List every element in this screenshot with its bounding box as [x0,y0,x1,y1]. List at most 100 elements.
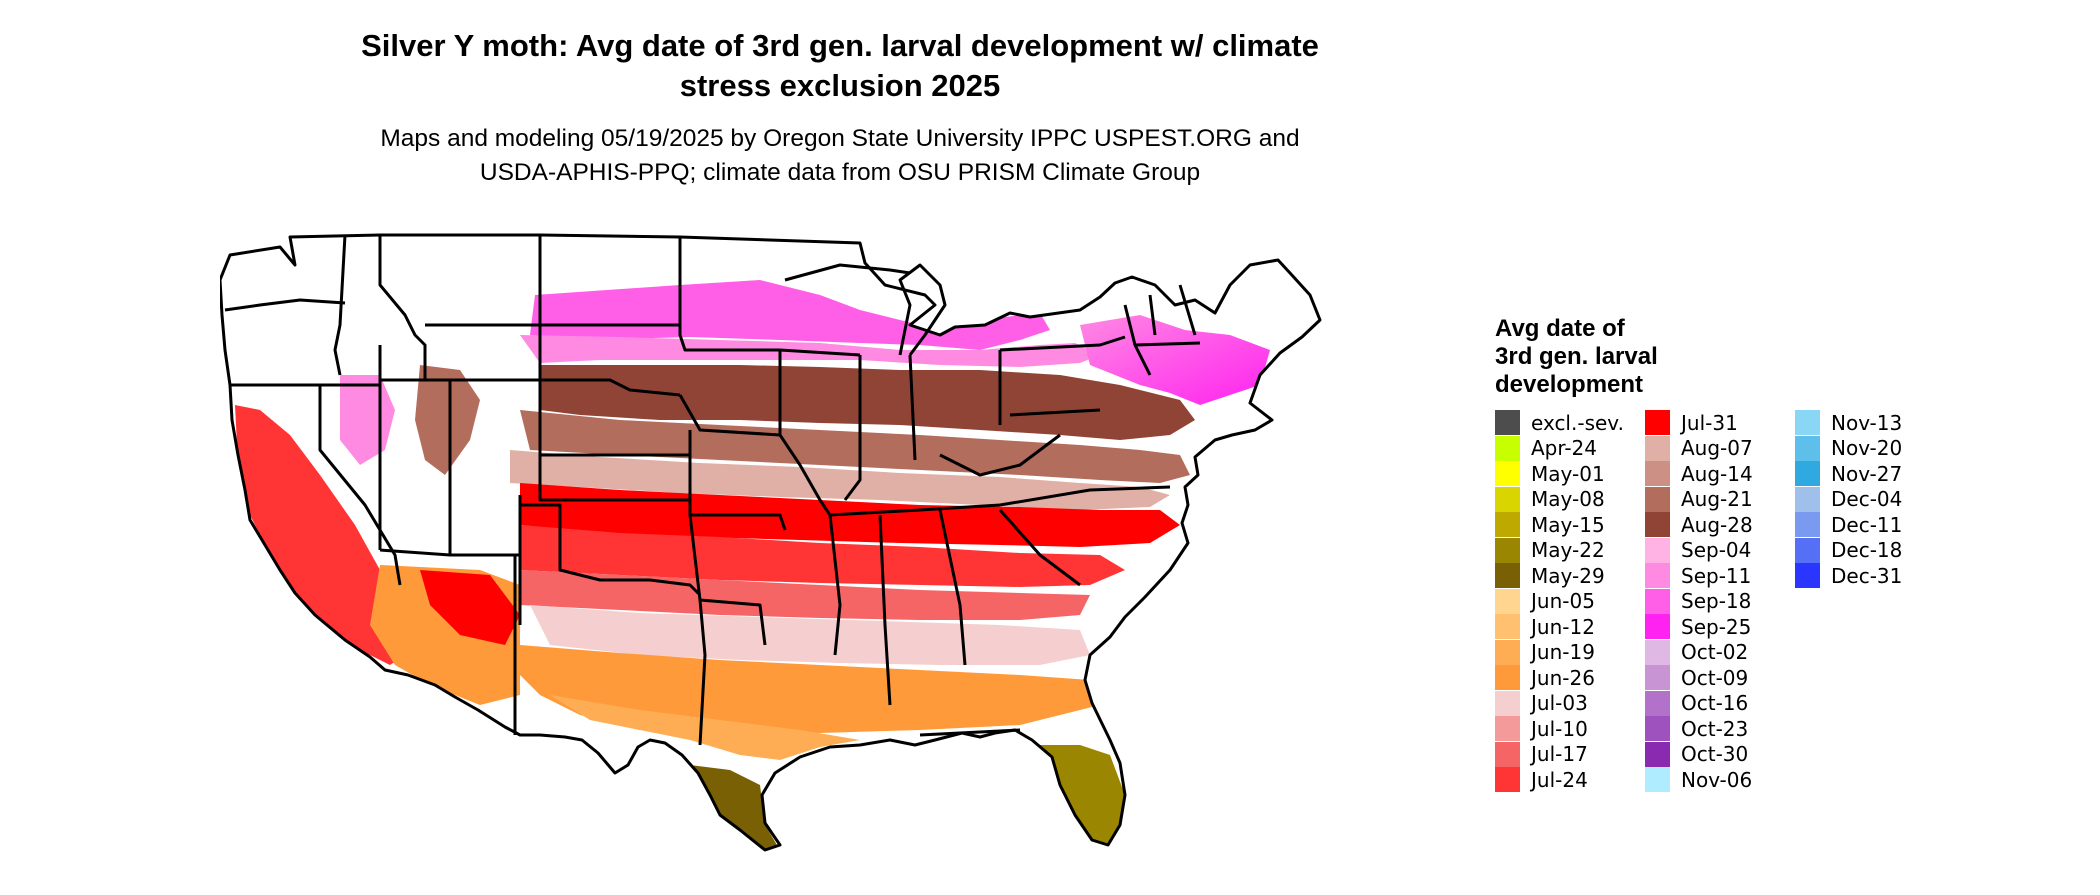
legend-label: Jul-31 [1681,410,1738,435]
legend-label: Sep-25 [1681,614,1752,639]
legend-label: Aug-14 [1681,461,1753,486]
legend-label: Sep-04 [1681,538,1752,563]
legend-label: Jun-19 [1531,640,1595,665]
legend-swatch [1645,435,1670,461]
legend-label: Jun-12 [1531,614,1595,639]
legend-swatch [1645,563,1670,589]
border-ma-ct [1134,341,1201,347]
border-in-oh [908,354,917,461]
border-wi-il [779,348,861,357]
legend-item: May-01 [1495,461,1605,487]
legend-swatch [1495,486,1520,512]
border-va-wv-ky [939,433,1061,477]
legend-item: Dec-18 [1795,537,1903,564]
border-md-pa [1009,408,1101,417]
legend-label: May-08 [1531,487,1605,512]
legend-label: May-01 [1531,461,1605,486]
border-co-nm [379,548,451,557]
legend-swatch [1645,741,1670,767]
legend-swatch [1495,563,1520,589]
zone-jul-24 [520,525,1125,587]
legend-label: Nov-20 [1831,436,1903,461]
legend-swatch [1795,461,1820,487]
legend-title: Avg date of 3rd gen. larval development [1495,315,1735,399]
legend-swatch [1495,588,1520,614]
legend-item: May-15 [1495,512,1605,538]
border-tn-ms-al [828,514,842,656]
legend-label: Aug-21 [1681,487,1753,512]
legend-item: Jul-10 [1495,716,1588,742]
zone-arizona-red [420,570,520,645]
legend-swatch [1645,716,1670,742]
map-subtitle-line-2: USDA-APHIS-PPQ; climate data from OSU PR… [479,159,1201,186]
legend-label: Oct-23 [1681,716,1749,741]
legend-label: Jul-17 [1531,742,1588,767]
legend-label: Aug-07 [1681,436,1753,461]
legend-item: Dec-11 [1795,512,1902,538]
border-ga-sc [998,509,1081,587]
legend-swatch [1495,614,1520,640]
legend-item: Nov-20 [1795,435,1903,462]
zone-jun-19 [550,695,860,760]
legend-swatch [1495,665,1520,691]
legend-item: Oct-02 [1645,639,1748,666]
legend-swatch [1795,410,1820,436]
legend-item: Oct-23 [1645,716,1748,742]
map-subtitle: Maps and modeling 05/19/2025 by Oregon S… [300,122,1380,190]
legend-item: Jun-26 [1495,665,1595,691]
border-il-in [843,355,862,501]
border-nh-me [1178,284,1197,336]
legend-item: Jul-31 [1645,410,1738,436]
legend-item: Nov-13 [1795,410,1902,436]
legend-swatch [1645,537,1670,563]
legend-swatch [1645,767,1670,793]
legend-swatch [1645,512,1670,538]
legend-swatch [1495,461,1520,487]
border-mo-ar [690,513,787,531]
legend-swatch [1495,690,1520,716]
legend-swatch [1645,614,1670,640]
legend-item: Jul-24 [1495,767,1588,793]
legend-label: Aug-28 [1681,512,1753,537]
legend-swatch [1495,767,1520,793]
legend-label: Nov-13 [1831,410,1903,435]
legend-title-line-3: development [1495,371,1644,398]
legend-swatch [1645,410,1670,436]
legend-swatch [1645,461,1670,487]
border-mi-lp [898,263,947,356]
border-ms-al [878,514,892,706]
legend-label: excl.-sev. [1531,410,1624,435]
legend-swatch [1645,639,1670,665]
legend-item: Aug-07 [1645,435,1753,462]
legend-label: Jul-24 [1531,767,1588,792]
legend-label: Jul-10 [1531,716,1588,741]
map-title-line-1: Silver Y moth: Avg date of 3rd gen. larv… [361,28,1319,63]
zone-aug-early [510,450,1170,510]
legend-swatch [1795,486,1820,512]
legend-swatch [1495,537,1520,563]
border-ia-mo [678,394,781,437]
legend-item: Apr-24 [1495,435,1597,462]
legend-swatch [1795,512,1820,538]
legend-label: May-29 [1531,563,1605,588]
legend-item: Jul-03 [1495,690,1588,717]
legend-item: Jun-05 [1495,588,1595,615]
legend-label: Oct-09 [1681,665,1749,690]
legend-label: Oct-16 [1681,691,1749,716]
legend-label: May-15 [1531,512,1605,537]
border-mn-ia [678,237,780,352]
legend-item: Aug-21 [1645,486,1753,513]
border-vt-nh [1148,294,1157,336]
legend-item: Aug-28 [1645,512,1753,538]
legend-label: Dec-31 [1831,563,1903,588]
legend-label: Jun-26 [1531,665,1595,690]
legend-item: May-22 [1495,537,1605,564]
border-sd-ne [538,325,681,397]
border-ky-tn [829,503,1001,517]
zone-aug-late [540,365,1195,440]
legend-label: Oct-30 [1681,742,1749,767]
zone-northeast [1080,315,1270,405]
legend-label: Dec-18 [1831,538,1903,563]
legend-item: Dec-04 [1795,486,1902,513]
legend-item: Jul-17 [1495,741,1588,768]
